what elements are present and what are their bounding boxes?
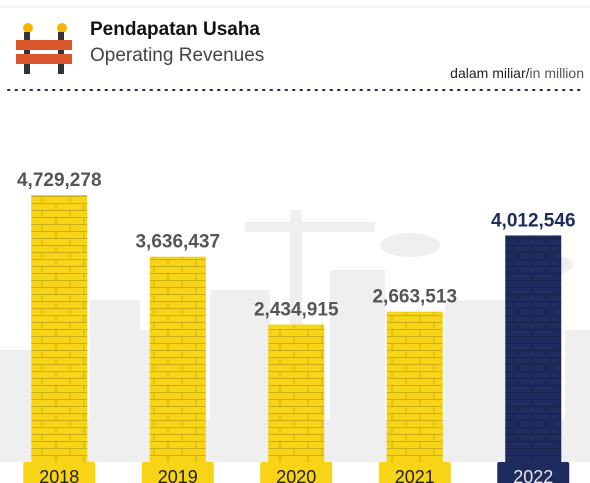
chart-title: Pendapatan Usaha xyxy=(90,19,260,40)
brick-texture xyxy=(386,311,443,462)
brick-texture xyxy=(149,256,206,462)
x-tick-label: 2018 xyxy=(39,467,79,483)
value-label: 2,663,513 xyxy=(372,287,457,308)
brick-texture xyxy=(31,195,88,462)
unit-en: in million xyxy=(530,65,584,81)
category-box xyxy=(497,462,570,483)
barrier-icon xyxy=(16,23,72,74)
unit-local: dalam miliar/ xyxy=(450,65,529,81)
value-label: 3,636,437 xyxy=(135,232,220,253)
category-box xyxy=(141,462,214,483)
x-tick-label: 2022 xyxy=(513,467,553,483)
value-label: 4,729,278 xyxy=(17,170,102,191)
value-label: 2,434,915 xyxy=(254,300,339,321)
brick-texture xyxy=(505,235,562,462)
x-tick-label: 2020 xyxy=(276,467,316,483)
category-box xyxy=(378,462,451,483)
category-box xyxy=(23,462,96,483)
category-box xyxy=(260,462,333,483)
x-tick-label: 2021 xyxy=(395,467,435,483)
brick-texture xyxy=(268,324,325,462)
unit-note: dalam miliar/in million xyxy=(450,65,584,81)
chart-subtitle: Operating Revenues xyxy=(90,45,264,66)
value-label: 4,012,546 xyxy=(491,210,576,231)
top-rule xyxy=(0,6,590,8)
x-tick-label: 2019 xyxy=(158,467,198,483)
